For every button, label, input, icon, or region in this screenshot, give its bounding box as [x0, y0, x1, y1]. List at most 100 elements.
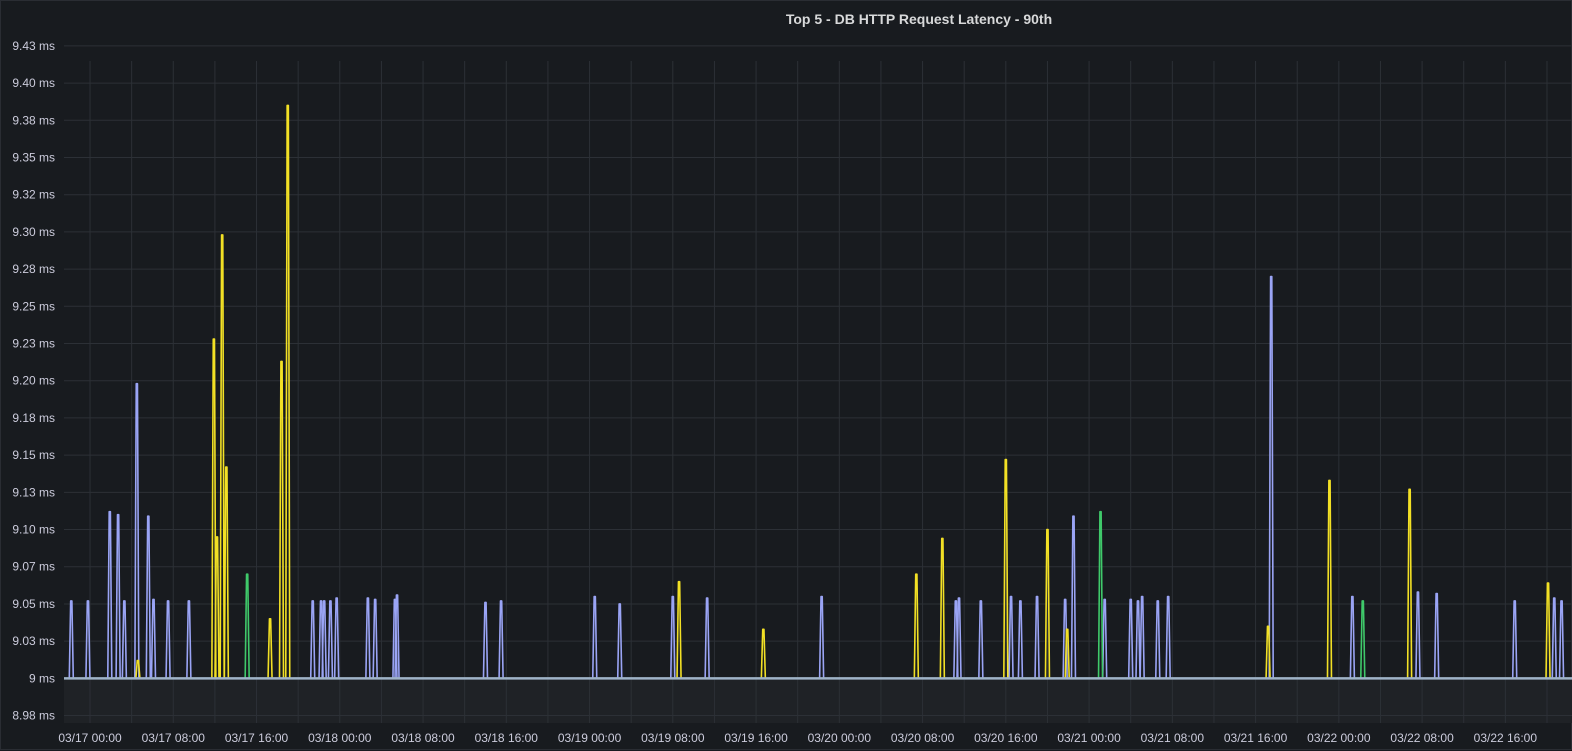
series-spike — [978, 600, 984, 679]
series-spike — [106, 510, 113, 679]
series-spike — [1034, 595, 1040, 679]
x-tick-label: 03/22 08:00 — [1390, 731, 1454, 745]
series-spike — [1101, 598, 1108, 679]
series-spike — [818, 595, 825, 679]
x-tick-label: 03/20 08:00 — [891, 731, 955, 745]
series-spike — [760, 628, 767, 679]
series-spike — [1551, 597, 1558, 679]
x-tick-label: 03/20 16:00 — [974, 731, 1038, 745]
x-tick-label: 03/19 08:00 — [641, 731, 705, 745]
series-spike — [913, 573, 920, 679]
series-spike — [309, 600, 316, 679]
series-spike — [244, 573, 250, 679]
series-spike — [134, 382, 140, 679]
series-spike — [267, 618, 273, 679]
series-spike — [498, 600, 504, 679]
y-tick-label: 9 ms — [29, 671, 55, 685]
series-spike — [1154, 600, 1161, 679]
y-tick-label: 9.03 ms — [12, 634, 55, 648]
below-baseline-fill — [64, 678, 1572, 723]
x-axis-tick-labels: 03/17 00:00 03/17 08:00 03/17 16:00 03/18 0… — [58, 731, 1537, 745]
series-spike — [1008, 595, 1014, 679]
x-tick-label: 03/18 00:00 — [308, 731, 372, 745]
x-tick-label: 03/21 00:00 — [1057, 731, 1121, 745]
series-spike — [1265, 625, 1271, 679]
series-layer — [68, 104, 1565, 679]
x-tick-label: 03/17 16:00 — [225, 731, 289, 745]
y-tick-label: 9.07 ms — [12, 560, 55, 574]
y-tick-label: 9.30 ms — [12, 225, 55, 239]
y-grid — [64, 45, 1572, 717]
x-tick-label: 03/22 16:00 — [1474, 731, 1538, 745]
series-spike — [956, 597, 962, 679]
series-spike — [68, 600, 75, 679]
series-yellow — [135, 104, 1551, 679]
series-spike — [394, 594, 400, 679]
series-spike — [1545, 582, 1551, 679]
y-tick-label: 9.05 ms — [12, 597, 55, 611]
y-tick-label: 9.25 ms — [12, 299, 55, 313]
series-spike — [365, 597, 371, 679]
series-spike — [165, 600, 171, 679]
y-tick-label: 9.28 ms — [12, 262, 55, 276]
y-tick-label: 9.43 ms — [12, 39, 55, 53]
y-tick-label: 9.35 ms — [12, 150, 55, 164]
y-tick-label: 9.23 ms — [12, 337, 55, 351]
y-tick-label: 9.40 ms — [12, 76, 55, 90]
series-spike — [1359, 600, 1366, 679]
x-tick-label: 03/18 08:00 — [391, 731, 455, 745]
series-spike — [85, 600, 91, 679]
series-spike — [1127, 598, 1134, 679]
series-spike — [676, 580, 682, 679]
series-spike — [591, 595, 598, 679]
series-spike — [1433, 592, 1440, 679]
y-tick-label: 9.13 ms — [12, 485, 55, 499]
series-spike — [1064, 628, 1071, 679]
series-spike — [1139, 595, 1145, 679]
y-tick-label: 9.20 ms — [12, 374, 55, 388]
series-spike — [1511, 600, 1518, 679]
series-spike — [1017, 600, 1024, 679]
series-spike — [1135, 600, 1141, 679]
series-spike — [219, 234, 225, 679]
series-spike — [211, 338, 217, 679]
y-tick-label: 9.15 ms — [12, 448, 55, 462]
series-spike — [115, 513, 121, 679]
series-spike — [939, 537, 946, 679]
series-spike — [1349, 595, 1356, 679]
series-spike — [1415, 591, 1421, 679]
series-spike — [1406, 488, 1413, 679]
series-spike — [214, 536, 220, 679]
series-spike — [1268, 275, 1274, 679]
y-tick-label: 8.98 ms — [12, 709, 55, 723]
x-tick-label: 03/19 00:00 — [558, 731, 622, 745]
y-tick-label: 9.32 ms — [12, 188, 55, 202]
series-spike — [333, 597, 340, 679]
y-axis-tick-labels: 9.43 ms 9.40 ms 9.38 ms 9.35 ms 9.32 ms 9.30 … — [12, 39, 55, 723]
series-spike — [145, 515, 152, 679]
x-tick-label: 03/20 00:00 — [808, 731, 872, 745]
y-tick-label: 9.10 ms — [12, 523, 55, 537]
series-spike — [186, 600, 192, 679]
series-spike — [1165, 595, 1171, 679]
series-spike — [1003, 458, 1009, 679]
series-spike — [223, 466, 230, 679]
series-green — [244, 510, 1366, 679]
series-blue — [68, 275, 1565, 679]
series-spike — [278, 360, 285, 679]
series-spike — [482, 601, 489, 679]
x-tick-label: 03/22 00:00 — [1307, 731, 1371, 745]
series-spike — [321, 600, 327, 679]
series-spike — [150, 598, 157, 679]
x-tick-label: 03/21 16:00 — [1224, 731, 1288, 745]
x-tick-label: 03/19 16:00 — [724, 731, 788, 745]
x-tick-label: 03/21 08:00 — [1141, 731, 1205, 745]
x-tick-label: 03/17 00:00 — [58, 731, 122, 745]
series-spike — [135, 659, 141, 679]
series-spike — [616, 603, 623, 679]
x-tick-label: 03/18 16:00 — [475, 731, 539, 745]
series-spike — [327, 600, 334, 679]
series-spike — [1044, 528, 1051, 679]
series-spike — [284, 104, 291, 679]
